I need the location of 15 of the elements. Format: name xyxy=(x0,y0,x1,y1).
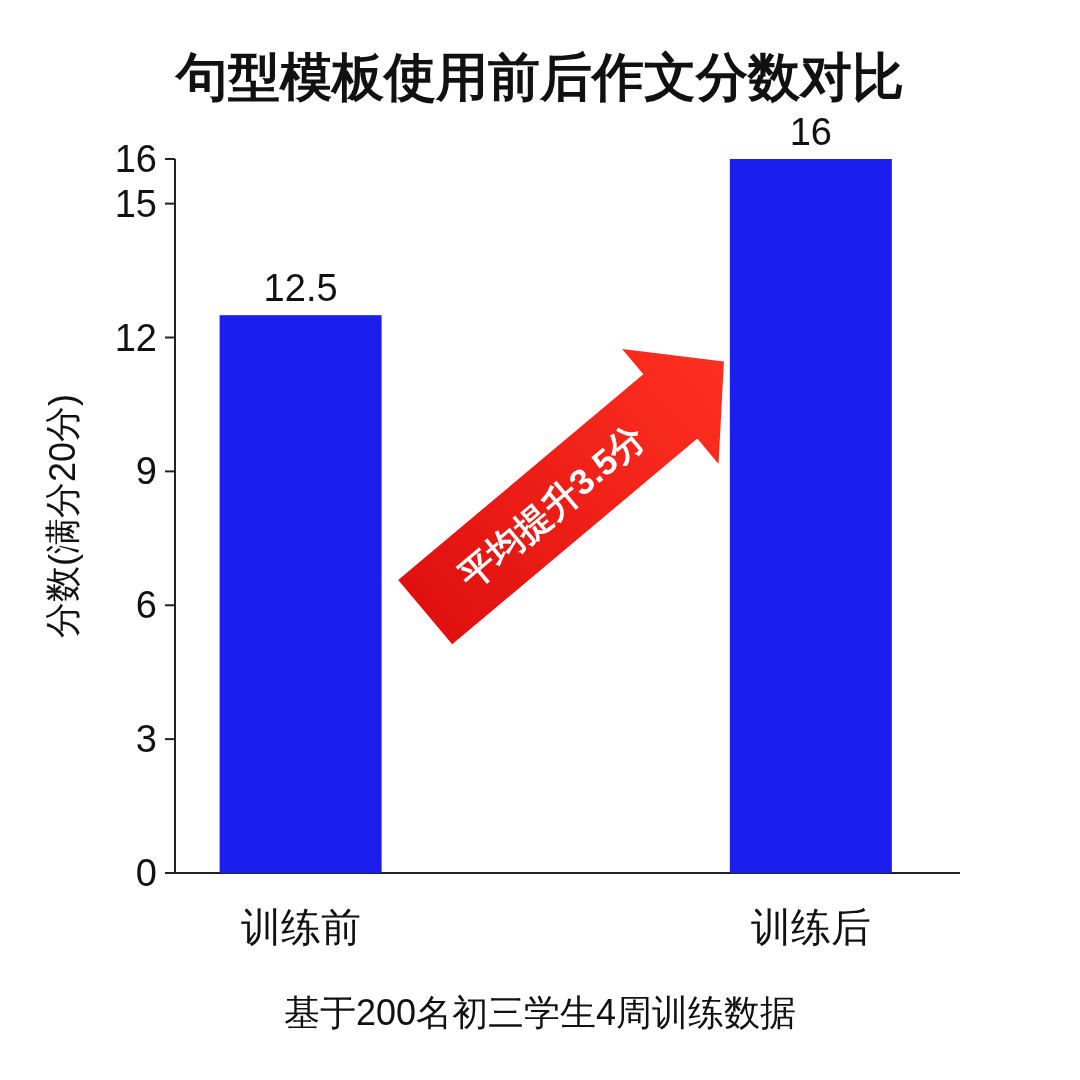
y-tick-label: 0 xyxy=(135,852,157,894)
annotation: 平均提升3.5分 xyxy=(450,416,654,597)
y-tick-label: 16 xyxy=(114,138,157,180)
x-tick-label: 训练后 xyxy=(750,905,871,949)
x-tick-label: 训练前 xyxy=(240,905,361,949)
y-tick-label: 15 xyxy=(114,182,157,225)
y-tick-label: 12 xyxy=(114,316,157,359)
y-axis-title: 分数(满分20分) xyxy=(42,393,83,639)
text: 基于200名初三学生4周训练数据 xyxy=(283,992,797,1033)
chart-title: 句型模板使用前后作文分数对比 xyxy=(174,48,904,106)
data-label: 16 xyxy=(789,111,832,153)
data-label: 12.5 xyxy=(263,267,338,310)
y-tick-label: 6 xyxy=(135,584,157,627)
y-tick-label: 9 xyxy=(135,450,157,493)
y-tick-label: 3 xyxy=(135,718,157,761)
